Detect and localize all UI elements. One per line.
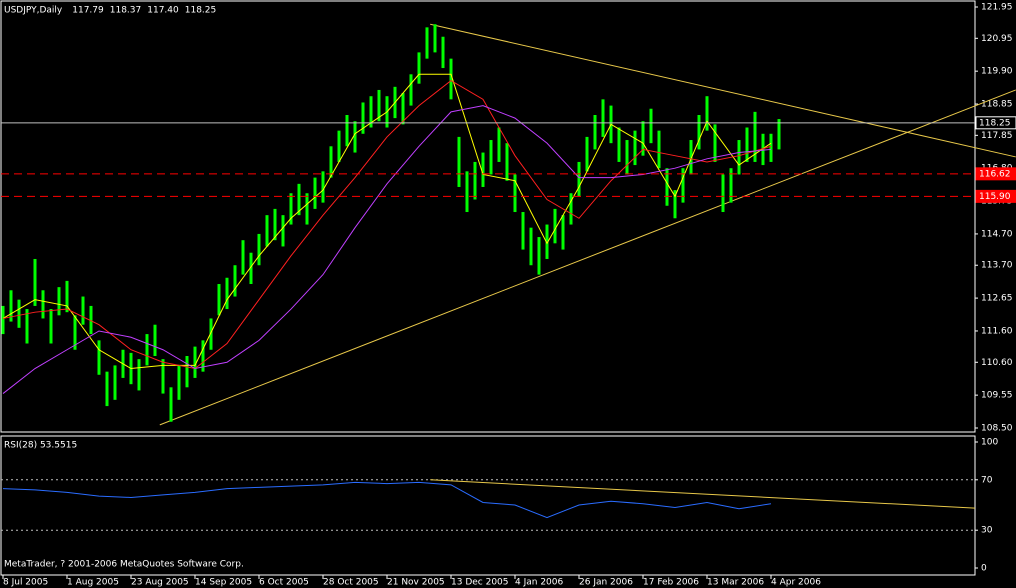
price-level-label: 115.90	[979, 192, 1011, 202]
y-tick-label: 0	[981, 564, 987, 574]
price-level-box	[975, 189, 1016, 203]
x-tick-label: 14 Sep 2005	[195, 578, 252, 588]
moving-average	[2, 79, 772, 370]
price-level-box	[975, 167, 1016, 181]
header-value: 118.25	[185, 6, 217, 16]
header-value: 117.79	[72, 6, 104, 16]
y-tick-label: 30	[981, 526, 993, 536]
x-tick-label: 21 Nov 2005	[387, 578, 445, 588]
x-tick-label: 13 Dec 2005	[451, 578, 509, 588]
x-tick-label: 1 Aug 2005	[67, 578, 119, 588]
y-tick-label: 109.55	[981, 391, 1013, 401]
price-level-box	[975, 116, 1016, 130]
header-value: 117.40	[147, 6, 179, 16]
moving-average	[2, 73, 772, 370]
y-tick-label: 112.65	[981, 294, 1013, 304]
y-tick-label: 114.70	[981, 229, 1013, 239]
rsi-title: RSI(28) 53.5515	[4, 441, 77, 451]
x-tick-label: 26 Jan 2006	[579, 578, 633, 588]
y-tick-label: 100	[981, 438, 998, 448]
y-tick-label: 117.85	[981, 131, 1013, 141]
x-tick-label: 4 Jan 2006	[515, 578, 563, 588]
y-tick-label: 120.95	[981, 34, 1013, 44]
price-level-label: 116.62	[979, 169, 1011, 179]
rsi-frame	[0, 435, 976, 576]
x-tick-label: 6 Oct 2005	[259, 578, 309, 588]
x-tick-label: 8 Jul 2005	[3, 578, 48, 588]
y-tick-label: 121.95	[981, 3, 1013, 13]
trendline	[430, 479, 976, 509]
trendline	[159, 89, 1016, 426]
y-tick-label: 118.85	[981, 100, 1013, 110]
moving-average	[2, 105, 772, 394]
y-tick-label: 111.60	[981, 326, 1013, 336]
price-level-label: 118.25	[979, 118, 1011, 128]
y-tick-label: 119.90	[981, 67, 1013, 77]
header-value: 118.37	[110, 6, 142, 16]
x-tick-label: 4 Apr 2006	[771, 578, 821, 588]
y-tick-label: 108.50	[981, 424, 1013, 434]
footer: MetaTrader, ? 2001-2006 MetaQuotes Softw…	[4, 560, 244, 570]
y-tick-label: 110.60	[981, 358, 1013, 368]
x-tick-label: 23 Aug 2005	[131, 578, 189, 588]
rsi-line	[2, 481, 772, 519]
x-tick-label: 28 Oct 2005	[323, 578, 379, 588]
y-tick-label: 113.70	[981, 261, 1013, 271]
x-tick-label: 13 Mar 2006	[707, 578, 764, 588]
chart-title: USDJPY,Daily	[4, 6, 63, 16]
y-tick-label: 70	[981, 475, 993, 485]
x-tick-label: 17 Feb 2006	[643, 578, 699, 588]
trendline	[430, 23, 1016, 158]
